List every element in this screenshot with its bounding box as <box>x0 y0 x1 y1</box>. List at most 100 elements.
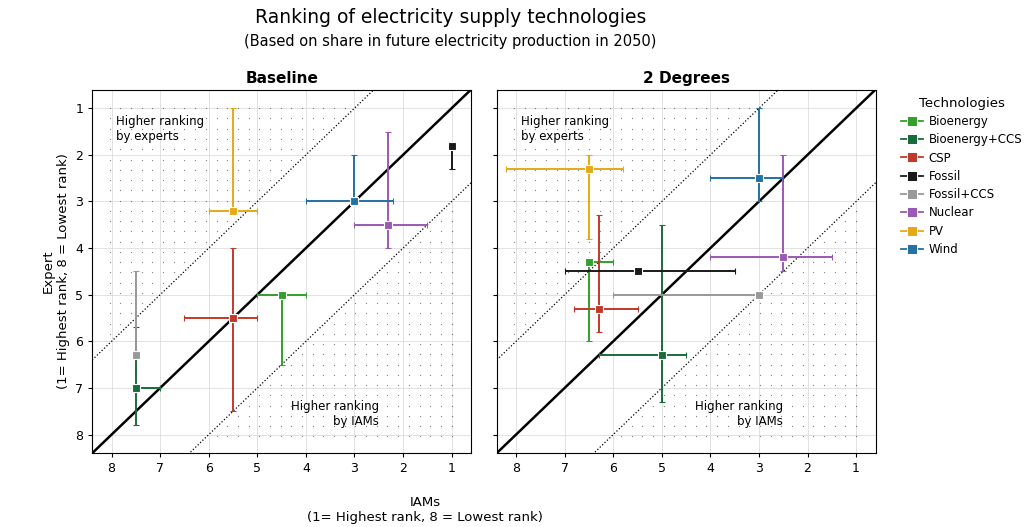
Point <box>592 186 608 194</box>
Point <box>433 330 450 338</box>
Point <box>251 391 267 399</box>
Point <box>826 432 843 441</box>
Point <box>262 104 279 112</box>
Point <box>527 114 544 123</box>
Point <box>101 268 118 277</box>
Point <box>251 135 267 143</box>
Point <box>443 340 460 348</box>
Point <box>412 268 428 277</box>
Point <box>506 165 522 174</box>
Point <box>241 114 257 123</box>
Point <box>538 248 554 256</box>
Point <box>838 370 854 379</box>
Point <box>795 391 811 399</box>
Point <box>570 155 587 164</box>
Point <box>262 145 279 153</box>
Point <box>527 299 544 307</box>
Point <box>559 155 575 164</box>
Point <box>667 135 683 143</box>
Point <box>347 340 364 348</box>
Point <box>166 217 182 225</box>
Point <box>773 350 790 358</box>
Point <box>198 114 214 123</box>
Point <box>848 350 864 358</box>
Point <box>208 145 224 153</box>
Point <box>549 237 565 246</box>
Point <box>326 370 342 379</box>
Point <box>592 145 608 153</box>
Point <box>123 227 139 236</box>
Point <box>741 412 758 420</box>
Point <box>645 135 662 143</box>
Point <box>730 391 746 399</box>
Text: Higher ranking
by IAMs: Higher ranking by IAMs <box>695 399 783 427</box>
Point <box>848 237 864 246</box>
Point <box>433 422 450 431</box>
Point <box>198 186 214 194</box>
Point <box>337 350 353 358</box>
Point <box>848 422 864 431</box>
Point <box>667 422 683 431</box>
Point <box>272 104 289 112</box>
Point <box>698 412 715 420</box>
Point <box>720 350 736 358</box>
Point <box>848 412 864 420</box>
Point <box>219 176 236 184</box>
Point <box>763 370 779 379</box>
Point <box>698 432 715 441</box>
Point <box>763 340 779 348</box>
Point <box>272 391 289 399</box>
Point <box>506 217 522 225</box>
Point <box>655 114 672 123</box>
Point <box>443 422 460 431</box>
Point <box>517 135 534 143</box>
Point <box>773 299 790 307</box>
Point <box>730 381 746 389</box>
Point <box>592 227 608 236</box>
Point <box>838 289 854 297</box>
Point <box>123 135 139 143</box>
Point <box>602 207 618 215</box>
Y-axis label: Expert
(1= Highest rank, 8 = Lowest rank): Expert (1= Highest rank, 8 = Lowest rank… <box>42 153 70 389</box>
Point <box>698 135 715 143</box>
Point <box>390 309 407 318</box>
Point <box>805 268 821 277</box>
Point <box>592 135 608 143</box>
Point <box>838 248 854 256</box>
Point <box>422 237 438 246</box>
Point <box>667 165 683 174</box>
Point <box>687 124 703 133</box>
Point <box>752 402 768 410</box>
Point <box>133 176 150 184</box>
Point <box>251 176 267 184</box>
Point <box>698 104 715 112</box>
Point <box>826 309 843 318</box>
Point <box>229 422 246 431</box>
Point <box>251 412 267 420</box>
Point <box>527 258 544 266</box>
Point <box>241 186 257 194</box>
Point <box>315 350 332 358</box>
Point <box>848 268 864 277</box>
Point <box>506 258 522 266</box>
Point <box>187 248 204 256</box>
Point <box>166 145 182 153</box>
Point <box>795 258 811 266</box>
Point <box>337 340 353 348</box>
Point <box>687 402 703 410</box>
Point <box>645 432 662 441</box>
Point <box>848 381 864 389</box>
Point <box>176 135 193 143</box>
Point <box>612 227 629 236</box>
Point <box>294 432 310 441</box>
Point <box>347 412 364 420</box>
Point <box>155 104 171 112</box>
Point <box>709 124 725 133</box>
Text: Higher ranking
by IAMs: Higher ranking by IAMs <box>291 399 379 427</box>
Point <box>752 299 768 307</box>
Point <box>634 104 650 112</box>
Point <box>283 402 299 410</box>
Point <box>763 412 779 420</box>
Point <box>826 422 843 431</box>
Point <box>783 309 800 318</box>
